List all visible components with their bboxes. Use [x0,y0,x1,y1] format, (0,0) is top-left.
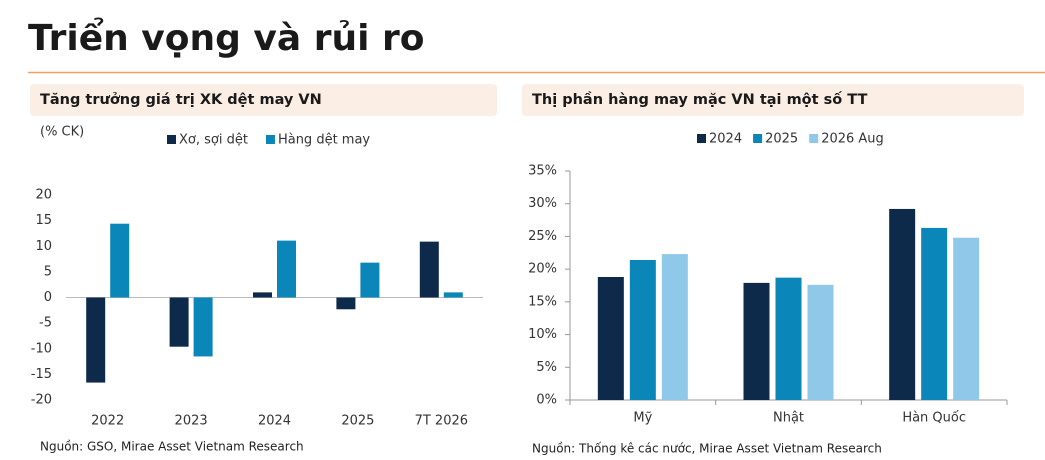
y-tick-label: -20 [31,393,52,408]
x-tick-label: Hàn Quốc [902,411,966,426]
bar [110,223,130,298]
y-axis-label: (% CK) [40,125,84,140]
page-title: Triển vọng và rủi ro [28,17,424,59]
legend-swatch [167,135,176,144]
bar [775,277,802,400]
x-tick-label: Nhật [773,411,804,426]
bar [953,237,980,400]
y-tick-label: 10 [35,239,52,254]
bar [629,259,656,400]
bar [443,292,463,298]
bar [277,240,296,298]
y-tick-label: 30% [528,196,557,211]
x-tick-label: Mỹ [633,411,652,426]
bar [597,276,624,400]
bar [889,208,916,400]
legend-label: Hàng dệt may [278,133,370,148]
bar [921,227,948,400]
panel-header [30,84,497,116]
legend-label: 2025 [765,132,798,147]
legend-label: Xơ, sợi dệt [179,133,248,148]
x-tick-label: 2022 [91,414,124,429]
bar [661,254,688,400]
y-tick-label: 5% [536,360,557,375]
bar [807,284,834,400]
bar [253,292,272,298]
chart-title: Thị phần hàng may mặc VN tại một số TT [532,91,867,108]
bar [193,297,213,357]
y-tick-label: 35% [528,164,557,179]
x-tick-label: 2024 [258,414,291,429]
source-note: Nguồn: Thống kê các nước, Mirae Asset Vi… [532,442,882,456]
bar [86,297,106,383]
y-tick-label: -10 [31,341,52,356]
panel-header [522,84,1024,116]
legend-swatch [809,134,819,143]
legend-swatch [265,135,275,144]
source-note: Nguồn: GSO, Mirae Asset Vietnam Research [40,440,304,454]
legend-label: 2026 Aug [821,132,884,147]
y-tick-label: 0 [44,290,52,305]
x-tick-label: 2025 [341,414,374,429]
y-tick-label: 15% [528,294,557,309]
y-tick-label: 10% [528,327,557,342]
y-tick-label: 0% [536,393,557,408]
y-tick-label: 20% [528,262,557,277]
x-tick-label: 2023 [175,414,208,429]
y-tick-label: 20 [35,188,52,203]
y-tick-label: -15 [31,367,52,382]
legend-swatch [697,134,706,143]
legend-label: 2024 [709,132,742,147]
y-tick-label: 5 [44,264,52,279]
y-tick-label: -5 [39,316,52,331]
bar [169,297,189,347]
bar [419,241,439,298]
bar [743,282,770,400]
legend-swatch [753,134,763,143]
bar [336,297,356,310]
y-tick-label: 15 [35,213,52,228]
chart-title: Tăng trưởng giá trị XK dệt may VN [40,92,322,108]
y-tick-label: 25% [528,229,557,244]
bar [360,262,380,298]
x-tick-label: 7T 2026 [415,414,468,429]
